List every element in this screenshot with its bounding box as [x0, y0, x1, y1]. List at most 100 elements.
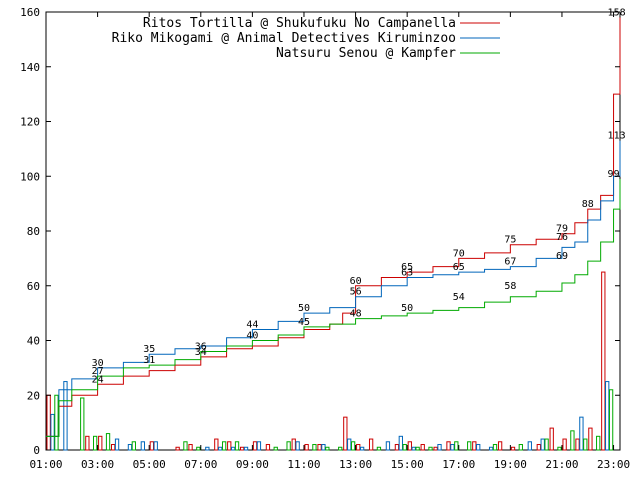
point-label: 65: [401, 262, 413, 273]
bar: [588, 427, 593, 451]
bar: [312, 444, 317, 451]
bar: [234, 441, 240, 451]
bar: [562, 438, 567, 451]
series-line-3: [46, 178, 621, 437]
bar: [488, 446, 494, 451]
point-label: 24: [92, 374, 104, 385]
y-tick-label: 40: [27, 335, 40, 348]
bar: [80, 397, 85, 451]
bar: [265, 444, 271, 451]
point-label: 40: [246, 331, 258, 342]
point-label: 67: [504, 257, 516, 268]
bar: [446, 441, 451, 451]
point-label: 56: [350, 287, 362, 298]
bar: [286, 441, 291, 451]
bar: [497, 441, 503, 451]
bar: [256, 441, 262, 451]
bar: [579, 416, 584, 451]
point-label: 113: [608, 131, 626, 142]
bar: [394, 444, 400, 451]
point-label: 48: [350, 309, 362, 320]
bar: [450, 444, 455, 451]
x-tick-label: 07:00: [184, 458, 217, 471]
series-line-1: [46, 17, 621, 437]
bar: [356, 444, 361, 451]
bar: [188, 444, 193, 451]
bar: [398, 435, 403, 451]
y-tick-label: 120: [20, 116, 40, 129]
bar: [153, 441, 158, 451]
bar: [243, 446, 249, 451]
bar: [402, 444, 407, 451]
bar: [472, 441, 477, 451]
point-label: 50: [401, 303, 413, 314]
bar: [105, 433, 111, 451]
x-tick-label: 01:00: [29, 458, 62, 471]
legend-label-2: Riko Mikogami @ Animal Detectives Kirumi…: [112, 31, 456, 46]
y-tick-label: 140: [20, 61, 40, 74]
legend-label-1: Ritos Tortilla @ Shukufuku No Campanella: [143, 16, 456, 31]
y-tick-label: 100: [20, 170, 40, 183]
point-label: 34: [195, 347, 207, 358]
bar: [140, 441, 145, 451]
point-label: 99: [608, 169, 620, 180]
bar: [359, 446, 365, 451]
point-label: 79: [556, 224, 568, 235]
bar: [295, 441, 300, 451]
bar: [46, 394, 51, 451]
bar: [467, 441, 472, 451]
bar: [85, 435, 90, 451]
bar: [454, 441, 459, 451]
x-tick-label: 23:00: [597, 458, 630, 471]
lines-layer: [46, 17, 621, 437]
bar: [127, 444, 133, 451]
bar: [407, 441, 412, 451]
point-label: 60: [350, 276, 362, 287]
bar: [350, 441, 356, 451]
bar: [252, 441, 258, 451]
point-label: 36: [195, 341, 207, 352]
bar: [50, 413, 55, 451]
bar: [376, 446, 382, 451]
plot-frame: [45, 11, 621, 451]
point-label: 63: [401, 268, 413, 279]
x-tick-label: 03:00: [81, 458, 114, 471]
point-label: 88: [582, 199, 594, 210]
x-tick-label: 19:00: [494, 458, 527, 471]
bar: [149, 441, 154, 451]
bar: [214, 438, 219, 451]
x-tick-label: 13:00: [339, 458, 372, 471]
bar: [317, 444, 322, 451]
point-label: 35: [143, 344, 155, 355]
bar: [110, 444, 116, 451]
bar: [420, 444, 425, 451]
bar: [510, 446, 516, 451]
bar: [605, 381, 610, 451]
bar: [527, 441, 532, 451]
series-line-2: [46, 140, 621, 437]
bar: [221, 441, 227, 451]
bar: [338, 446, 343, 451]
point-label: 54: [453, 292, 465, 303]
bar: [608, 389, 614, 451]
bar: [433, 446, 438, 451]
x-tick-label: 17:00: [442, 458, 475, 471]
point-label: 75: [504, 235, 516, 246]
bar: [98, 435, 103, 451]
bar: [476, 444, 481, 451]
axes-layer: 0 20 40 60 80 100 120 140 160 01:00 03:00 05:00 07:0…: [20, 6, 630, 471]
bar: [536, 444, 541, 451]
y-tick-label: 20: [27, 389, 40, 402]
bar: [557, 446, 562, 451]
bar: [596, 435, 601, 451]
bar: [415, 446, 420, 451]
bar: [540, 438, 545, 451]
bar: [492, 444, 498, 451]
x-tick-label: 05:00: [133, 458, 166, 471]
bar: [218, 446, 223, 451]
bar: [227, 441, 232, 451]
bar: [428, 446, 433, 451]
bar: [549, 427, 554, 451]
bar: [321, 444, 326, 451]
